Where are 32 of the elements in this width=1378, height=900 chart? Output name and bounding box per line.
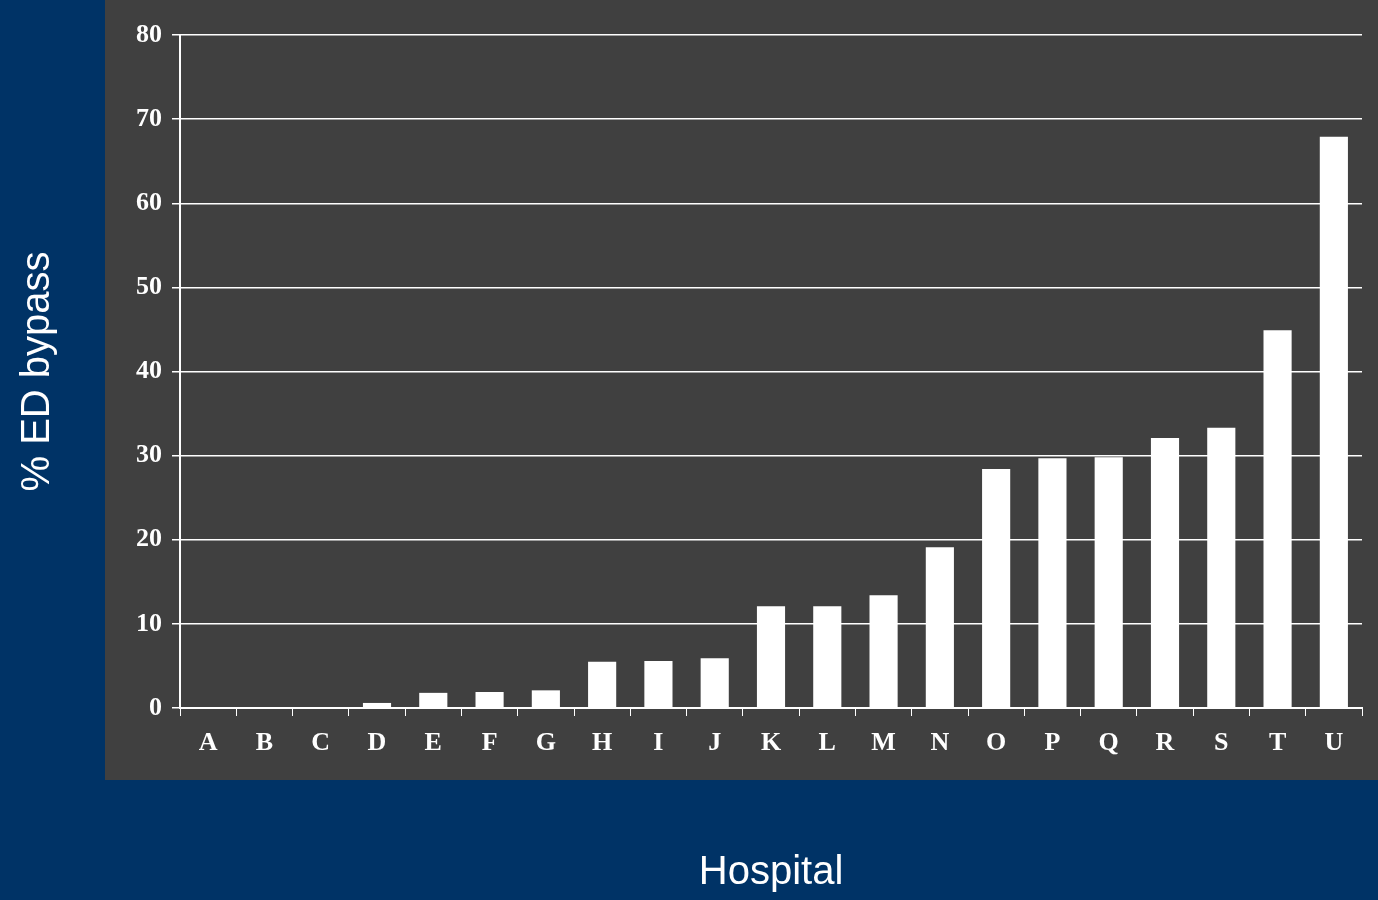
y-tick-label: 10 bbox=[136, 607, 162, 637]
y-axis-title: % ED bypass bbox=[13, 251, 58, 492]
x-tick-label: O bbox=[986, 727, 1007, 757]
x-tick-label: M bbox=[871, 727, 896, 757]
x-tick-label: S bbox=[1214, 727, 1229, 757]
y-tick-label: 50 bbox=[136, 271, 162, 301]
x-tick-label: U bbox=[1324, 727, 1344, 757]
x-tick-label: Q bbox=[1098, 727, 1119, 757]
x-tick-label: N bbox=[930, 727, 950, 757]
x-tick-label: H bbox=[592, 727, 613, 757]
y-tick-label: 60 bbox=[136, 186, 162, 216]
y-tick-label: 40 bbox=[136, 355, 162, 385]
y-tick-label: 80 bbox=[136, 18, 162, 48]
x-tick-label: J bbox=[708, 727, 722, 757]
x-tick-label: T bbox=[1268, 727, 1287, 757]
x-tick-label: K bbox=[760, 727, 782, 757]
x-tick-label: R bbox=[1155, 727, 1175, 757]
x-tick-label: E bbox=[424, 727, 442, 757]
x-tick-label: G bbox=[535, 727, 556, 757]
y-tick-label: 20 bbox=[136, 523, 162, 553]
x-tick-label: P bbox=[1044, 727, 1061, 757]
x-tick-label: C bbox=[311, 727, 331, 757]
y-tick-label: 30 bbox=[136, 439, 162, 469]
y-tick-label: 0 bbox=[149, 691, 162, 721]
x-tick-label: D bbox=[367, 727, 387, 757]
x-tick-label: F bbox=[481, 727, 498, 757]
y-tick-label: 70 bbox=[136, 102, 162, 132]
x-tick-label: A bbox=[198, 727, 218, 757]
x-tick-label: B bbox=[255, 727, 274, 757]
x-tick-label: I bbox=[653, 727, 664, 757]
x-tick-label: L bbox=[818, 727, 836, 757]
x-axis-title: Hospital bbox=[698, 848, 844, 893]
